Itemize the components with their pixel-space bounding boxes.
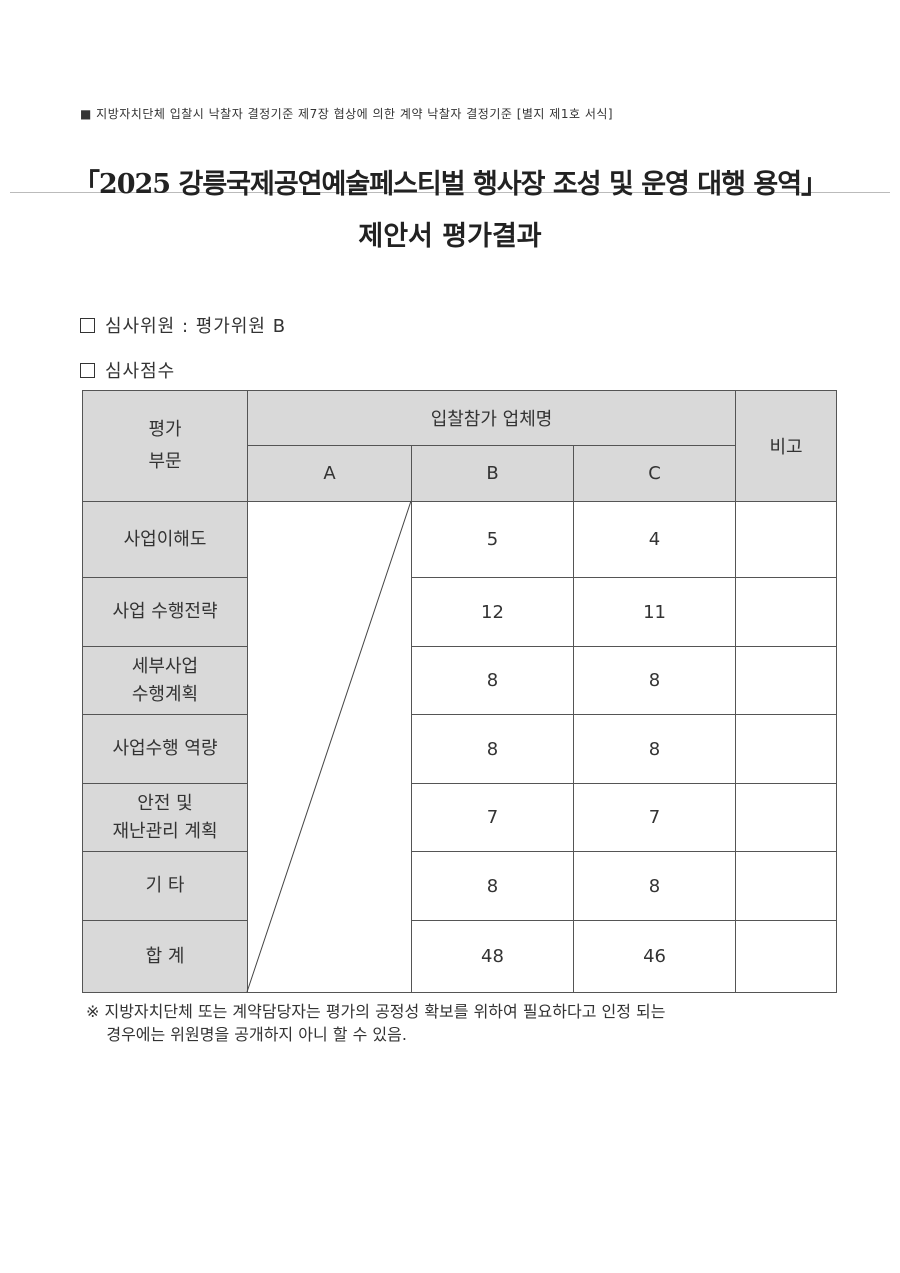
checkbox-icon bbox=[80, 318, 95, 333]
bidder-b-score: 8 bbox=[411, 851, 574, 921]
category-cell: 안전 및 재난관리 계획 bbox=[82, 783, 248, 852]
bidder-c-score: 11 bbox=[572, 577, 737, 647]
remarks-header: 비고 bbox=[735, 390, 838, 502]
category-cell: 사업 수행전략 bbox=[82, 577, 248, 647]
remarks-cell bbox=[735, 851, 838, 921]
bidder-b-score: 48 bbox=[411, 920, 574, 993]
table-row: 합 계 48 46 bbox=[82, 920, 838, 993]
bidder-b-score: 7 bbox=[411, 783, 574, 852]
category-header: 평가 부문 bbox=[82, 390, 248, 502]
bidder-c-header: C bbox=[572, 445, 737, 502]
remarks-cell bbox=[735, 920, 838, 993]
table-row: 사업이해도 5 4 bbox=[82, 501, 838, 993]
scores-item: 심사점수 bbox=[80, 357, 175, 383]
bidder-b-header: B bbox=[411, 445, 574, 502]
scores-label: 심사점수 bbox=[105, 361, 176, 382]
remarks-cell bbox=[735, 714, 838, 784]
bidder-a-empty-cell bbox=[247, 501, 412, 993]
bidder-c-score: 8 bbox=[572, 851, 737, 921]
bidder-b-score: 8 bbox=[411, 714, 574, 784]
category-cell: 기 타 bbox=[82, 851, 248, 921]
document-title: 「2025 강릉국제공연예술페스티벌 행사장 조성 및 운영 대행 용역」 bbox=[72, 169, 828, 200]
bidder-b-score: 8 bbox=[411, 646, 574, 715]
evaluator-text: 심사위원 : 평가위원 B bbox=[105, 316, 287, 337]
table-row: 안전 및 재난관리 계획 7 7 bbox=[82, 783, 838, 852]
bidder-c-score: 8 bbox=[572, 646, 737, 715]
table-row: 사업 수행전략 12 11 bbox=[82, 577, 838, 647]
remarks-cell bbox=[735, 501, 838, 578]
category-cell: 사업이해도 bbox=[82, 501, 248, 578]
scan-line bbox=[10, 192, 890, 193]
score-table: 평가 부문 입찰참가 업체명 비고 A B C 사업이해도 5 4 사업 수행전략 12… bbox=[82, 390, 838, 993]
footnote: ※ 지방자치단체 또는 계약담당자는 평가의 공정성 확보를 위하여 필요하다고… bbox=[86, 1002, 666, 1044]
bidder-b-score: 5 bbox=[411, 501, 574, 578]
bidders-header: 입찰참가 업체명 bbox=[246, 390, 737, 446]
checkbox-icon bbox=[80, 363, 95, 378]
bidder-c-score: 4 bbox=[572, 501, 737, 578]
bidder-c-score: 46 bbox=[572, 920, 737, 993]
bidder-c-score: 8 bbox=[572, 714, 737, 784]
category-cell: 사업수행 역량 bbox=[82, 714, 248, 784]
bidder-c-score: 7 bbox=[572, 783, 737, 852]
evaluator-item: 심사위원 : 평가위원 B bbox=[80, 312, 286, 338]
bidder-b-score: 12 bbox=[411, 577, 574, 647]
category-cell: 세부사업 수행계획 bbox=[82, 646, 248, 715]
table-row: 세부사업 수행계획 8 8 bbox=[82, 646, 838, 715]
remarks-cell bbox=[735, 646, 838, 715]
category-cell: 합 계 bbox=[82, 920, 248, 993]
remarks-cell bbox=[735, 577, 838, 647]
bidder-a-header: A bbox=[247, 445, 412, 502]
remarks-cell bbox=[735, 783, 838, 852]
document-subtitle: 제안서 평가결과 bbox=[358, 221, 542, 252]
table-row: 사업수행 역량 8 8 bbox=[82, 714, 838, 784]
header-note: ■ 지방자치단체 입찰시 낙찰자 결정기준 제7장 협상에 의한 계약 낙찰자 … bbox=[80, 107, 614, 121]
